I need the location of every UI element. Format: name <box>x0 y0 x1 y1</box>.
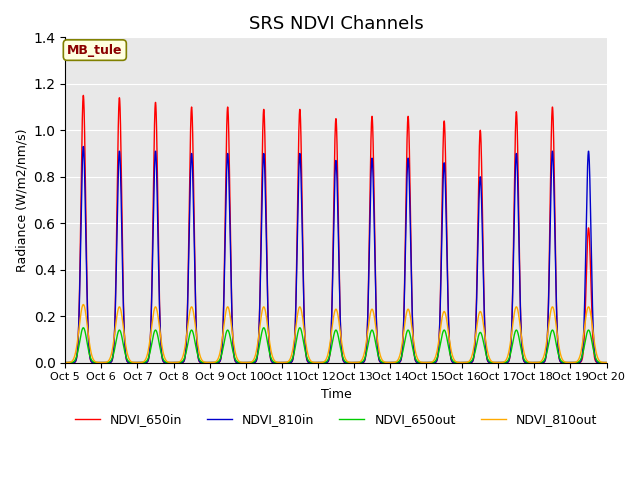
NDVI_810in <box>411 353 419 359</box>
NDVI_810out <box>177 358 185 363</box>
NDVI_810out <box>61 360 69 365</box>
NDVI_810out <box>411 344 419 349</box>
NDVI_650in <box>177 360 185 365</box>
NDVI_650out <box>172 360 179 365</box>
NDVI_650in <box>79 93 87 98</box>
X-axis label: Time: Time <box>321 388 351 401</box>
Line: NDVI_650in: NDVI_650in <box>65 96 607 362</box>
NDVI_810out <box>264 326 272 332</box>
NDVI_650out <box>61 360 69 365</box>
Title: SRS NDVI Channels: SRS NDVI Channels <box>248 15 423 33</box>
NDVI_650in <box>603 360 611 365</box>
NDVI_650in <box>61 360 69 365</box>
NDVI_650out <box>601 360 609 365</box>
NDVI_810in <box>601 360 609 365</box>
NDVI_650out <box>488 360 495 365</box>
NDVI_650out <box>79 325 87 331</box>
NDVI_810out <box>79 301 87 307</box>
Text: MB_tule: MB_tule <box>67 44 123 57</box>
NDVI_810out <box>601 360 609 365</box>
NDVI_810out <box>603 360 611 365</box>
NDVI_650out <box>177 359 185 365</box>
Line: NDVI_650out: NDVI_650out <box>65 328 607 362</box>
NDVI_650out <box>411 353 419 359</box>
NDVI_810in <box>61 360 69 365</box>
NDVI_810in <box>488 360 495 365</box>
NDVI_650out <box>603 360 611 365</box>
NDVI_650in <box>411 354 419 360</box>
NDVI_810in <box>79 144 87 149</box>
NDVI_810out <box>172 360 179 365</box>
Line: NDVI_810out: NDVI_810out <box>65 304 607 362</box>
Line: NDVI_810in: NDVI_810in <box>65 146 607 362</box>
NDVI_650in <box>264 309 272 315</box>
NDVI_650in <box>172 360 179 365</box>
NDVI_650in <box>488 360 495 365</box>
NDVI_650in <box>601 360 609 365</box>
NDVI_810in <box>603 360 611 365</box>
NDVI_810in <box>264 312 272 318</box>
NDVI_810in <box>177 360 185 365</box>
NDVI_810out <box>488 359 495 364</box>
NDVI_650out <box>264 342 272 348</box>
Legend: NDVI_650in, NDVI_810in, NDVI_650out, NDVI_810out: NDVI_650in, NDVI_810in, NDVI_650out, NDV… <box>70 408 602 431</box>
NDVI_810in <box>172 360 179 365</box>
Y-axis label: Radiance (W/m2/nm/s): Radiance (W/m2/nm/s) <box>15 128 28 272</box>
